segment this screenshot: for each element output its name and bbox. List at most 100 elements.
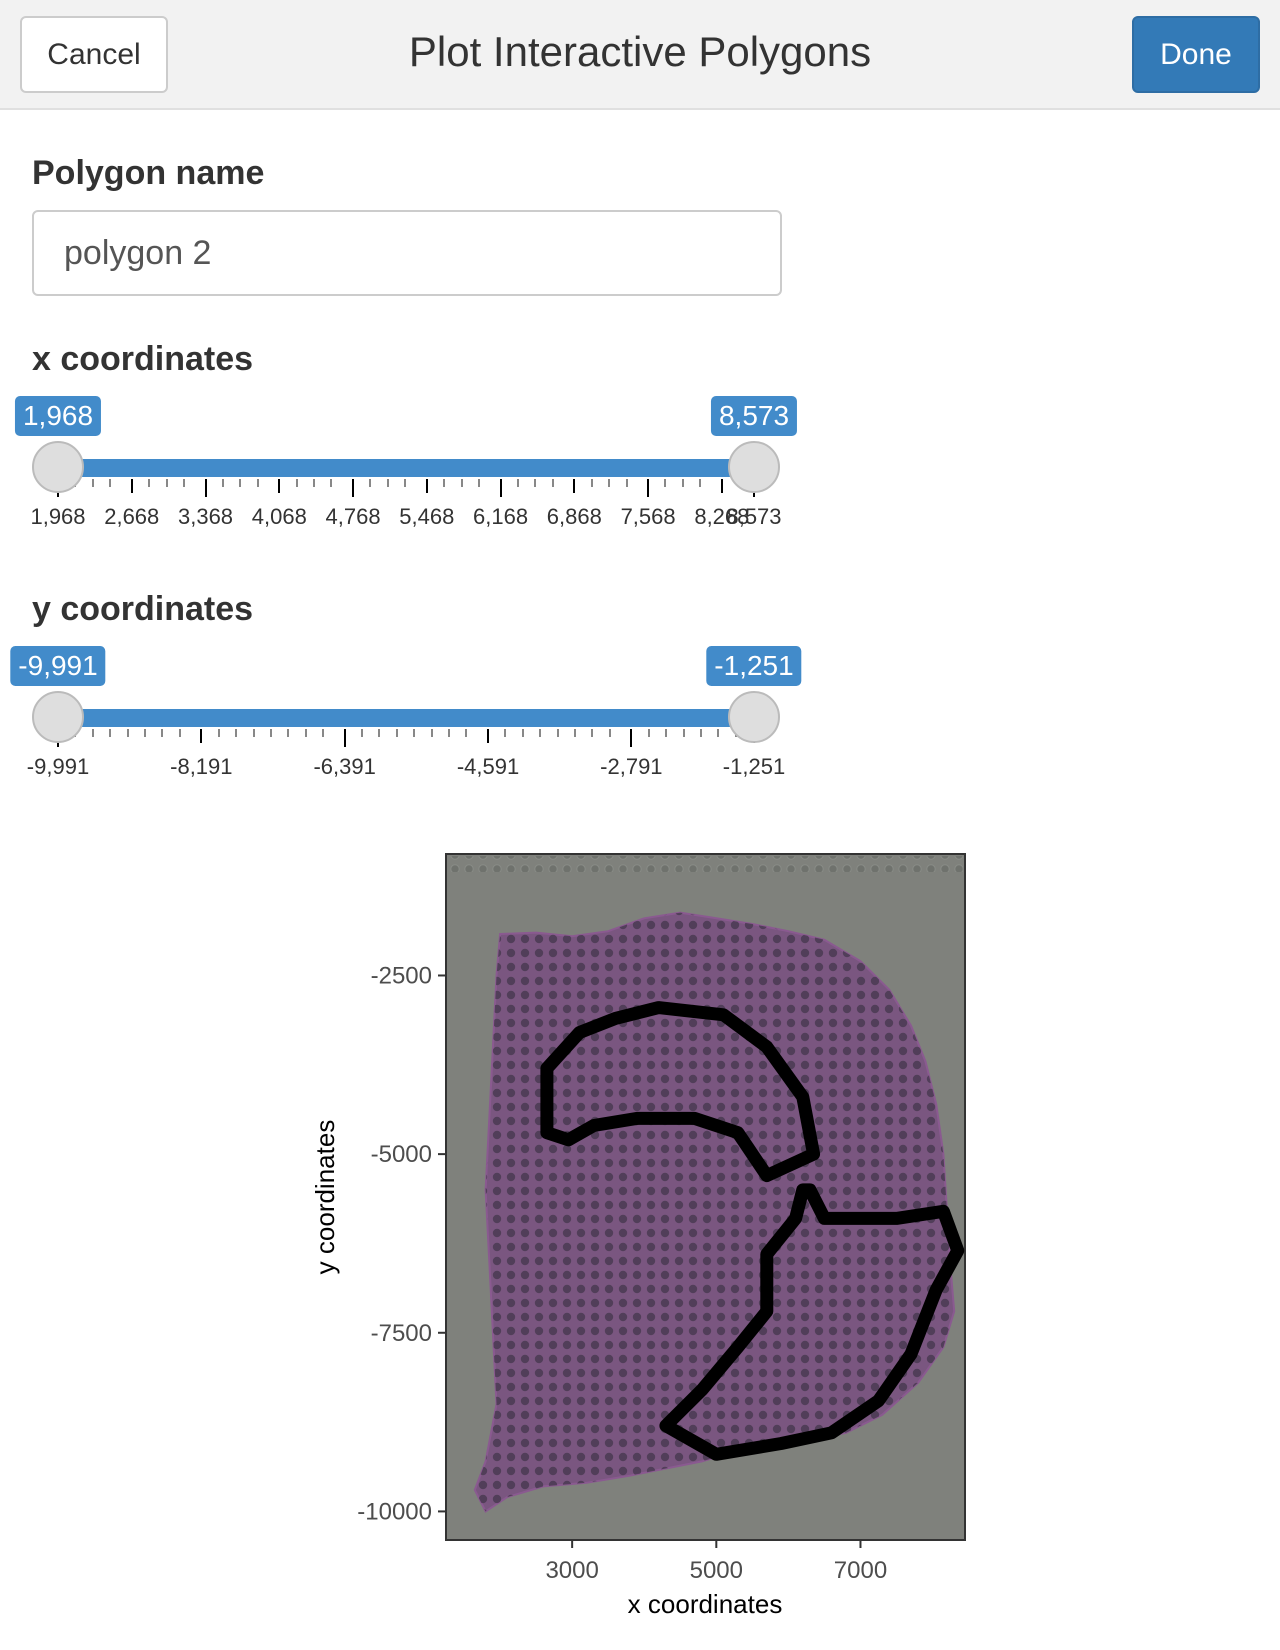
slider-major-tick — [343, 729, 346, 747]
slider-minor-tick — [109, 729, 112, 737]
slider-minor-tick — [235, 729, 238, 737]
cancel-button[interactable]: Cancel — [20, 16, 168, 93]
slider-tick-label: -9,991 — [26, 754, 90, 779]
slider-minor-tick — [699, 479, 702, 487]
slider-major-tick — [720, 479, 723, 493]
slider-minor-tick — [361, 729, 364, 737]
slider-handle-to[interactable] — [728, 691, 780, 743]
slider-minor-tick — [521, 729, 524, 737]
slider-minor-tick — [647, 729, 650, 737]
slider-minor-tick — [165, 479, 168, 487]
x-axis-tick-label: 5000 — [690, 1557, 743, 1584]
slider-minor-tick — [295, 479, 298, 487]
slider-handle-to[interactable] — [728, 441, 780, 493]
polygon-name-label: Polygon name — [32, 154, 265, 192]
slider-minor-tick — [625, 479, 628, 487]
slider-minor-tick — [239, 479, 242, 487]
slider-minor-tick — [313, 479, 316, 487]
slider-tick-label: -1,251 — [722, 754, 786, 779]
slider-minor-tick — [256, 479, 259, 487]
slider-range-fill — [58, 459, 754, 477]
slider-minor-tick — [161, 729, 164, 737]
slider-minor-tick — [717, 729, 720, 737]
slider-minor-tick — [322, 729, 325, 737]
slider-minor-tick — [478, 479, 480, 487]
slider-major-tick — [278, 479, 281, 493]
slider-minor-tick — [574, 729, 577, 737]
selection-polygon-1 — [540, 1001, 821, 1183]
slider-tick-label: -8,191 — [170, 754, 233, 779]
y-axis-tick-label: -7500 — [371, 1320, 432, 1347]
selection-polygon-2 — [659, 1183, 965, 1461]
slider-minor-tick — [534, 479, 537, 487]
slider-minor-tick — [369, 479, 372, 487]
done-button[interactable]: Done — [1132, 16, 1260, 93]
slider-minor-tick — [217, 729, 220, 737]
slider-tick-label: 8,268 — [694, 504, 750, 529]
slider-minor-tick — [287, 729, 290, 737]
slider-to-value: -1,251 — [706, 646, 802, 686]
x-coordinates-slider[interactable]: 1,968 2,668 3,368 4,068 4,768 5,468 6,168 6,868… — [0, 396, 820, 536]
slider-major-tick — [630, 729, 633, 747]
y-axis-title: y coordinates — [310, 1120, 340, 1275]
slider-minor-tick — [465, 729, 468, 737]
slider-tick-label: -6,391 — [313, 754, 376, 779]
slider-minor-tick — [148, 479, 151, 487]
x-coordinates-label: x coordinates — [32, 340, 254, 378]
slider-major-tick — [352, 479, 355, 497]
slider-tick-label: 6,168 — [473, 504, 529, 529]
spatial-plot: 3000 5000 7000 -2500 -5000 -7500 -10000 x coor… — [310, 853, 966, 1619]
slider-tick-label: 4,068 — [251, 504, 307, 529]
y-axis-tick-label: -5000 — [371, 1141, 432, 1168]
slider-handle-from[interactable] — [32, 441, 84, 493]
slider-major-tick — [425, 479, 428, 493]
slider-tick-label: 2,668 — [104, 504, 160, 529]
slider-minor-tick — [448, 729, 451, 737]
slider-major-tick — [487, 729, 490, 743]
slider-major-tick — [204, 479, 207, 497]
slider-handle-from[interactable] — [32, 691, 84, 743]
slider-minor-tick — [378, 729, 381, 737]
slider-minor-tick — [221, 479, 224, 487]
slider-minor-tick — [539, 729, 542, 737]
slider-minor-tick — [178, 729, 181, 737]
slider-minor-tick — [608, 479, 611, 487]
slider-minor-tick — [269, 729, 272, 737]
slider-minor-tick — [460, 479, 463, 487]
y-axis-tick-label: -2500 — [371, 962, 432, 989]
slider-minor-tick — [681, 479, 684, 487]
slider-major-tick — [130, 479, 133, 493]
polygon-name-input[interactable] — [32, 210, 782, 296]
slider-tick-label: -4,591 — [456, 754, 520, 779]
slider-minor-tick — [504, 729, 507, 737]
slider-minor-tick — [91, 479, 94, 487]
slider-minor-tick — [386, 479, 389, 487]
y-axis-tick-label: -10000 — [357, 1498, 432, 1525]
slider-minor-tick — [304, 729, 307, 737]
slider-minor-tick — [126, 729, 129, 737]
slider-minor-tick — [182, 479, 185, 487]
slider-tick-label: 6,868 — [546, 504, 602, 529]
y-coordinates-label: y coordinates — [32, 590, 254, 628]
slider-minor-tick — [430, 729, 433, 737]
capture-area-spots — [448, 856, 963, 872]
slider-range-fill — [58, 709, 754, 727]
slider-tick-label: 8,573 — [726, 504, 782, 529]
x-axis-title: x coordinates — [628, 1589, 783, 1619]
slider-minor-tick — [404, 479, 407, 487]
slider-minor-tick — [608, 729, 611, 737]
slider-tick-label: -2,791 — [600, 754, 663, 779]
slider-minor-tick — [664, 479, 667, 487]
slider-minor-tick — [699, 729, 702, 737]
slider-tick-label: 1,968 — [30, 504, 86, 529]
y-coordinates-slider[interactable]: -9,991 -8,191 -6,391 -4,591 -2,791 -1,251 -9,9… — [0, 646, 820, 786]
slider-minor-tick — [551, 479, 554, 487]
slider-minor-tick — [413, 729, 416, 737]
slider-minor-tick — [144, 729, 146, 737]
x-axis-tick-label: 7000 — [834, 1557, 887, 1584]
slider-major-tick — [499, 479, 502, 497]
slider-minor-tick — [591, 729, 594, 737]
slider-minor-tick — [665, 729, 668, 737]
slider-minor-tick — [443, 479, 446, 487]
slider-minor-tick — [252, 729, 255, 737]
